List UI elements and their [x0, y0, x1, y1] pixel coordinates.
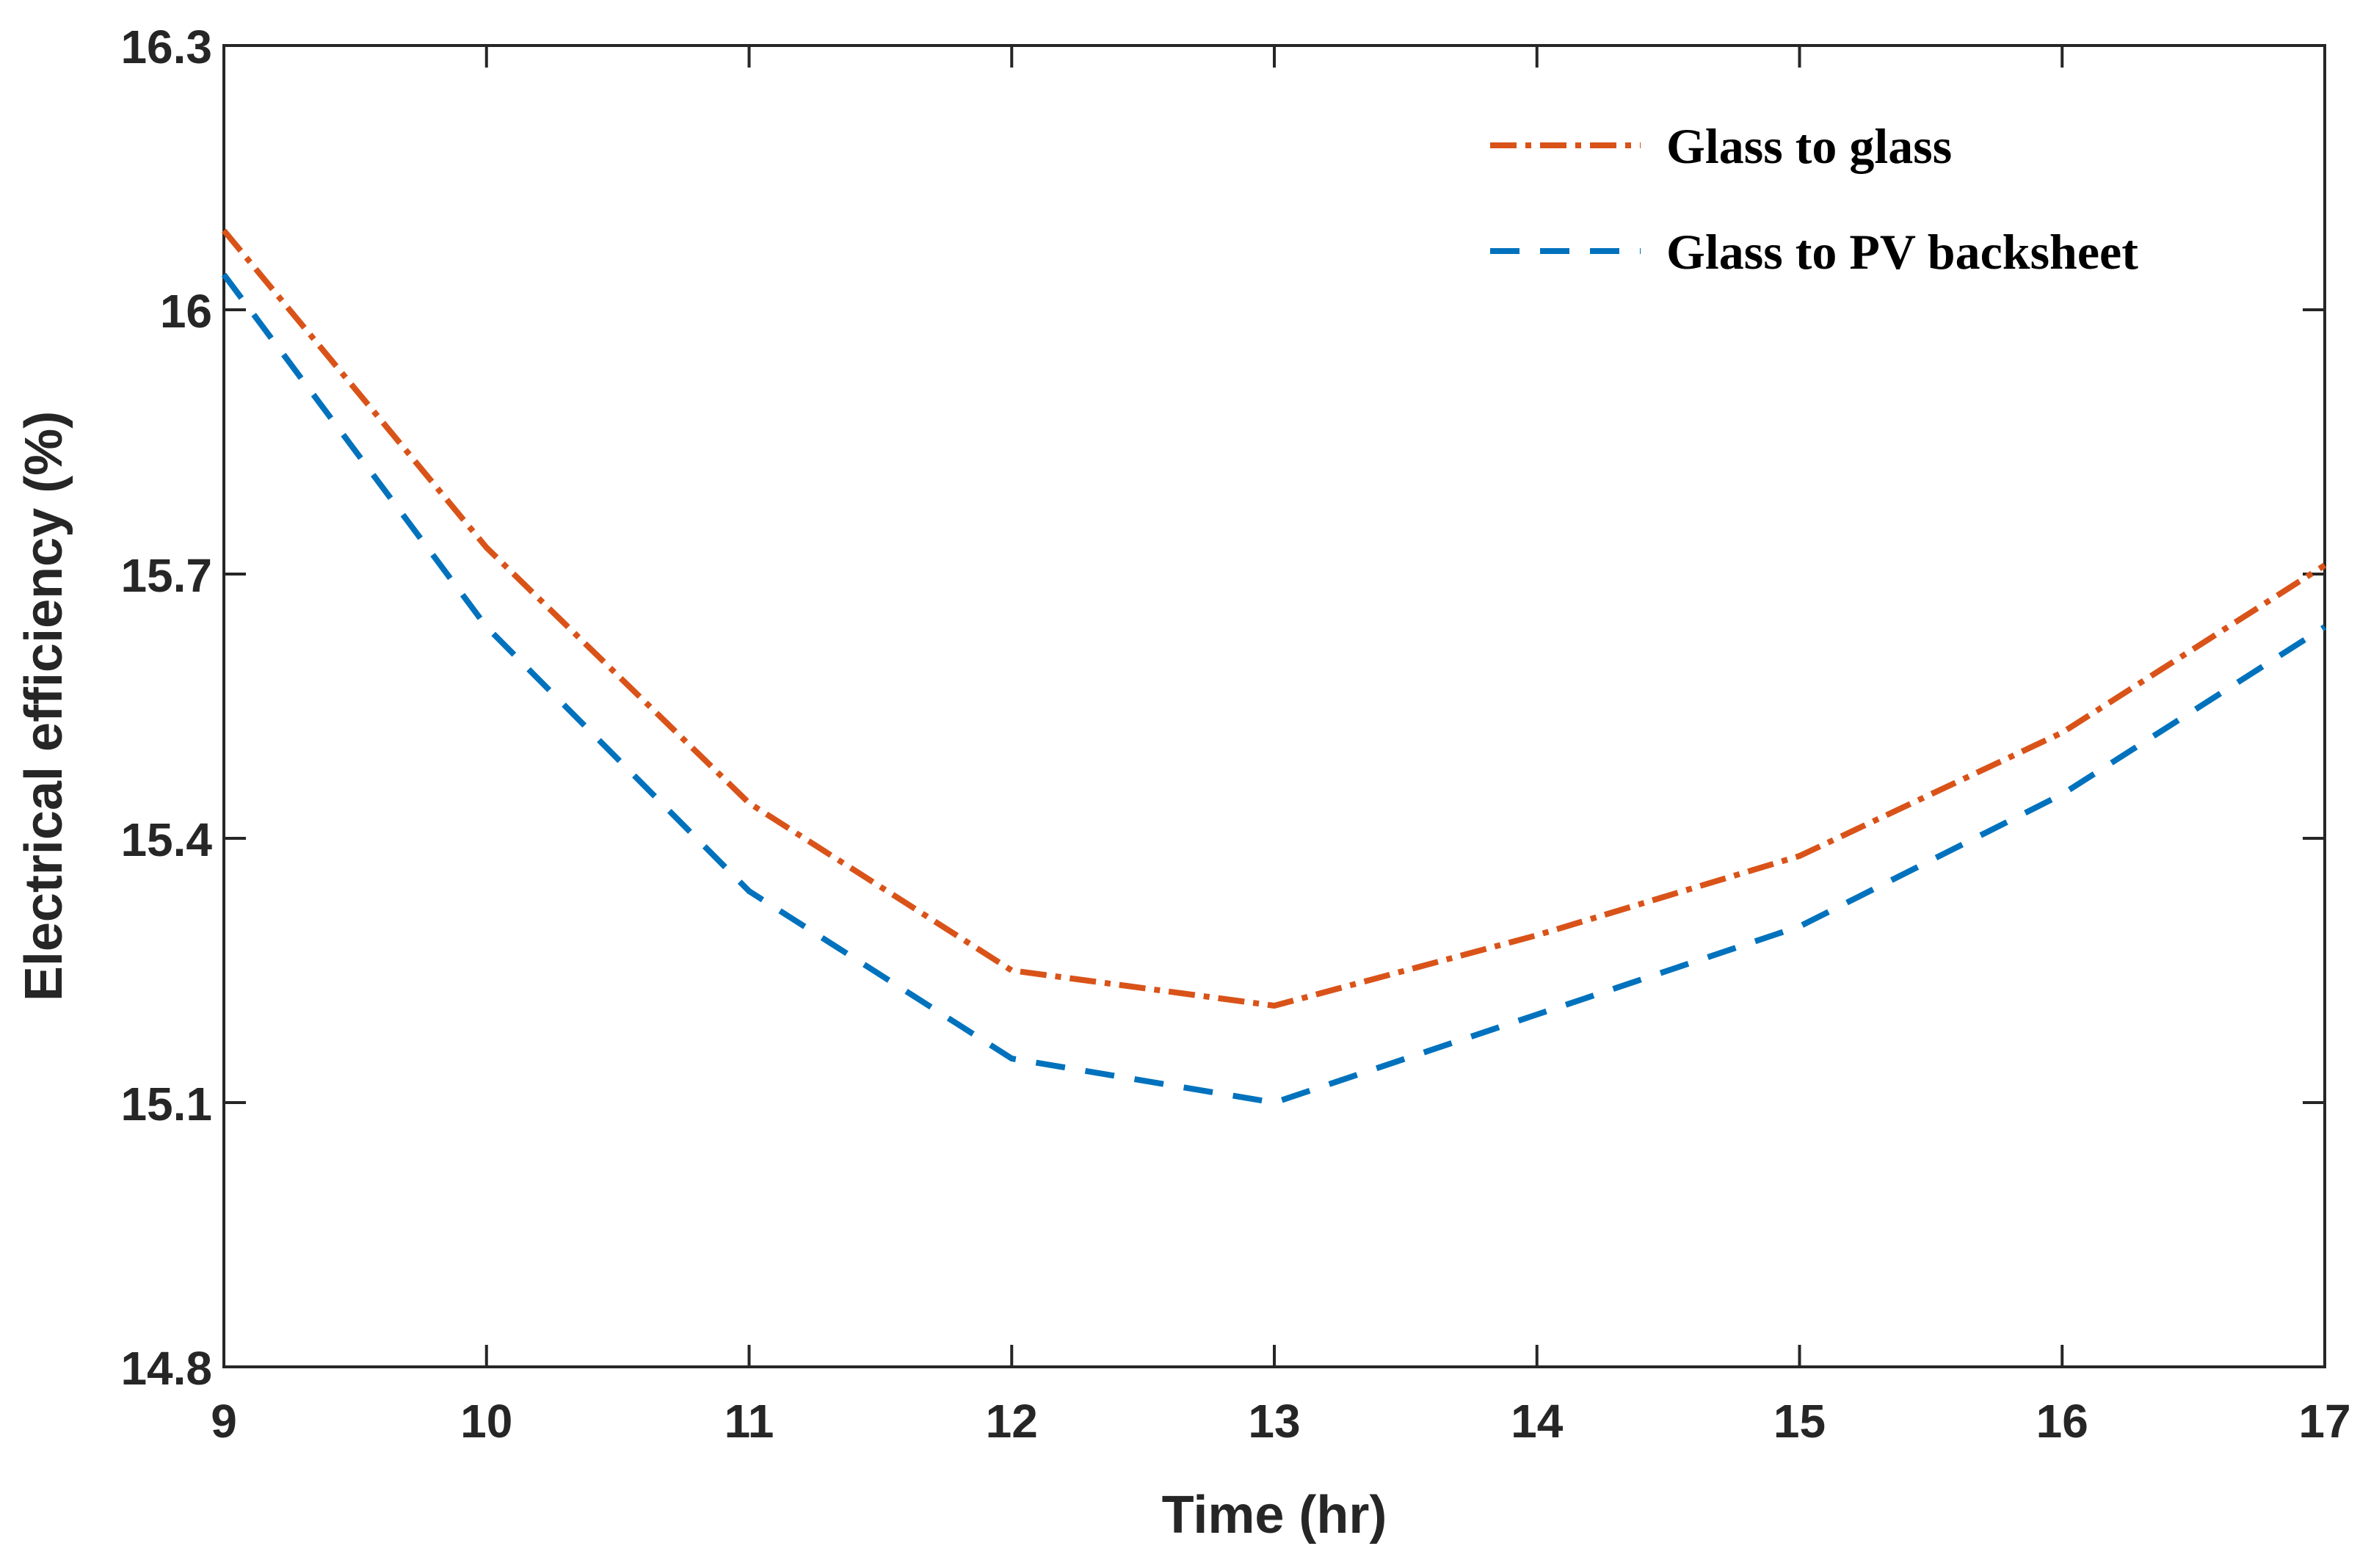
y-tick-label: 16 — [160, 285, 212, 338]
x-tick-label: 9 — [211, 1395, 237, 1448]
y-axis-ticks: 14.8 15.1 15.4 15.7 16 16.3 — [120, 21, 2325, 1395]
x-tick-label: 13 — [1248, 1395, 1300, 1448]
legend-label: Glass to PV backsheet — [1666, 224, 2138, 280]
x-tick-label: 16 — [2036, 1395, 2088, 1448]
y-tick-label: 16.3 — [120, 21, 212, 73]
x-tick-label: 10 — [460, 1395, 512, 1448]
y-tick-label: 14.8 — [120, 1342, 212, 1395]
x-tick-label: 15 — [1773, 1395, 1826, 1448]
plot-area — [222, 44, 2326, 1368]
series-line-glass-to-glass — [221, 228, 2327, 1009]
legend: Glass to glass Glass to PV backsheet — [1490, 118, 2138, 280]
series-line-glass-to-pv-backsheet — [221, 272, 2327, 1106]
y-tick-label: 15.4 — [120, 813, 212, 866]
x-tick-label: 14 — [1511, 1395, 1564, 1448]
x-tick-label: 12 — [986, 1395, 1038, 1448]
y-tick-label: 15.7 — [120, 549, 212, 602]
x-axis-ticks: 9 10 11 12 13 14 15 16 17 — [211, 46, 2351, 1448]
series-layer — [221, 228, 2327, 1106]
y-tick-label: 15.1 — [120, 1078, 212, 1130]
legend-label: Glass to glass — [1666, 118, 1952, 174]
x-tick-label: 11 — [725, 1395, 774, 1448]
x-tick-label: 17 — [2298, 1395, 2350, 1448]
x-axis-label: Time (hr) — [1162, 1486, 1387, 1545]
y-axis-label: Electrical efficiency (%) — [15, 411, 73, 1001]
